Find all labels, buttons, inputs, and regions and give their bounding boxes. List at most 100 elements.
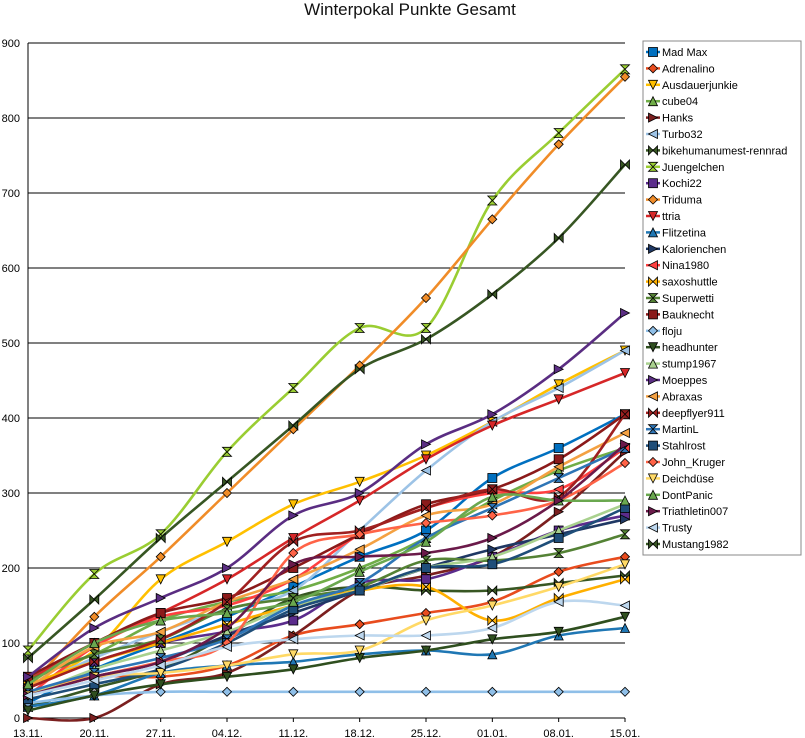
legend-item: John_Kruger [646,456,725,469]
data-point [553,566,564,577]
data-point [487,600,498,611]
legend-item: Stahlrost [646,441,705,453]
data-point [619,345,630,356]
data-point [155,626,166,637]
legend-item: headhunter [646,342,718,354]
series-line [27,493,626,686]
data-point [155,679,166,690]
data-point [487,615,498,626]
legend-label: Kalorienchen [662,244,726,256]
data-point [620,307,631,319]
series-Moeppes [23,307,631,682]
series-Mustang1982 [23,159,630,664]
data-point [221,671,233,683]
data-point [354,529,365,540]
data-point [420,630,431,641]
data-point [88,569,100,579]
data-point [288,536,299,548]
data-point [89,637,100,648]
data-point [553,596,564,607]
axes: 0 100 200 300 400 500 600 700 800 900 13.11. 20.11.… [2,38,641,738]
data-point [487,510,498,521]
legend-item: Mustang1982 [646,538,729,551]
data-point [619,64,631,75]
y-tick-label: 100 [2,638,20,650]
data-point [288,664,299,675]
legend-marker [647,293,659,303]
legend-item: floju [646,325,682,338]
data-point [22,678,34,690]
legend-label: Bauknecht [662,309,714,321]
series-line [27,506,626,701]
legend-marker [647,95,659,107]
series-line [27,446,626,678]
data-point [354,566,365,577]
data-point [421,333,431,345]
legend-marker [647,424,659,435]
y-tick-label: 500 [2,338,20,350]
data-point [619,529,631,540]
legend-label: DontPanic [662,490,713,502]
data-point [421,547,432,559]
legend-marker [647,63,659,74]
legend-label: Trusty [662,523,693,535]
legend-label: Flitzetina [662,227,707,239]
legend: Mad Max Adrenalino Ausdauerjunkie cube04 Han… [642,40,802,556]
legend-item: Hanks [646,112,694,125]
data-point [487,483,498,495]
data-point [155,532,166,544]
data-point [486,503,498,513]
data-point [553,686,564,697]
legend-item: Turbo32 [646,128,703,141]
data-point [619,559,631,570]
data-point [619,600,630,611]
data-point [22,690,33,701]
data-point [553,382,564,394]
x-tick-label: 15.01. [610,728,641,738]
series-line [27,690,625,705]
data-point [421,581,431,593]
legend-label: Adrenalino [662,63,715,75]
legend-item: stump1967 [646,358,716,371]
legend-marker [647,489,659,500]
data-point [221,607,233,618]
y-tick-label: 900 [2,38,20,50]
data-point [553,626,564,638]
legend-label: Triathletin007 [662,506,728,518]
data-point [487,420,498,431]
data-point [89,712,100,724]
legend-label: John_Kruger [662,457,725,469]
legend-marker [647,456,659,468]
data-point [287,634,299,645]
data-point [288,547,299,559]
legend-label: MartinL [662,424,699,436]
data-point [89,656,100,668]
data-point [421,574,431,585]
legend-marker [647,325,659,336]
legend-item: ttria [646,211,681,223]
legend-item: Kalorienchen [646,243,726,256]
y-tick-label: 300 [2,488,20,500]
legend-item: cube04 [646,95,698,108]
data-point [288,420,299,431]
data-point [222,596,232,608]
x-tick-label: 04.12. [212,728,243,738]
legend-marker [648,309,658,320]
data-point [288,510,299,521]
data-point [221,487,233,499]
legend-marker [648,47,658,57]
data-point [155,551,166,562]
legend-label: Moeppes [662,375,708,387]
data-point [553,484,564,495]
data-point [553,581,564,593]
data-point [155,660,166,671]
legend-item: Ausdauerjunkie [646,80,738,92]
data-point [619,368,631,379]
legend-marker [648,407,658,419]
legend-label: Kochi22 [662,178,702,190]
data-point [620,159,630,170]
data-point [553,495,565,506]
data-point [222,476,232,488]
x-tick-label: 13.11. [13,728,43,738]
